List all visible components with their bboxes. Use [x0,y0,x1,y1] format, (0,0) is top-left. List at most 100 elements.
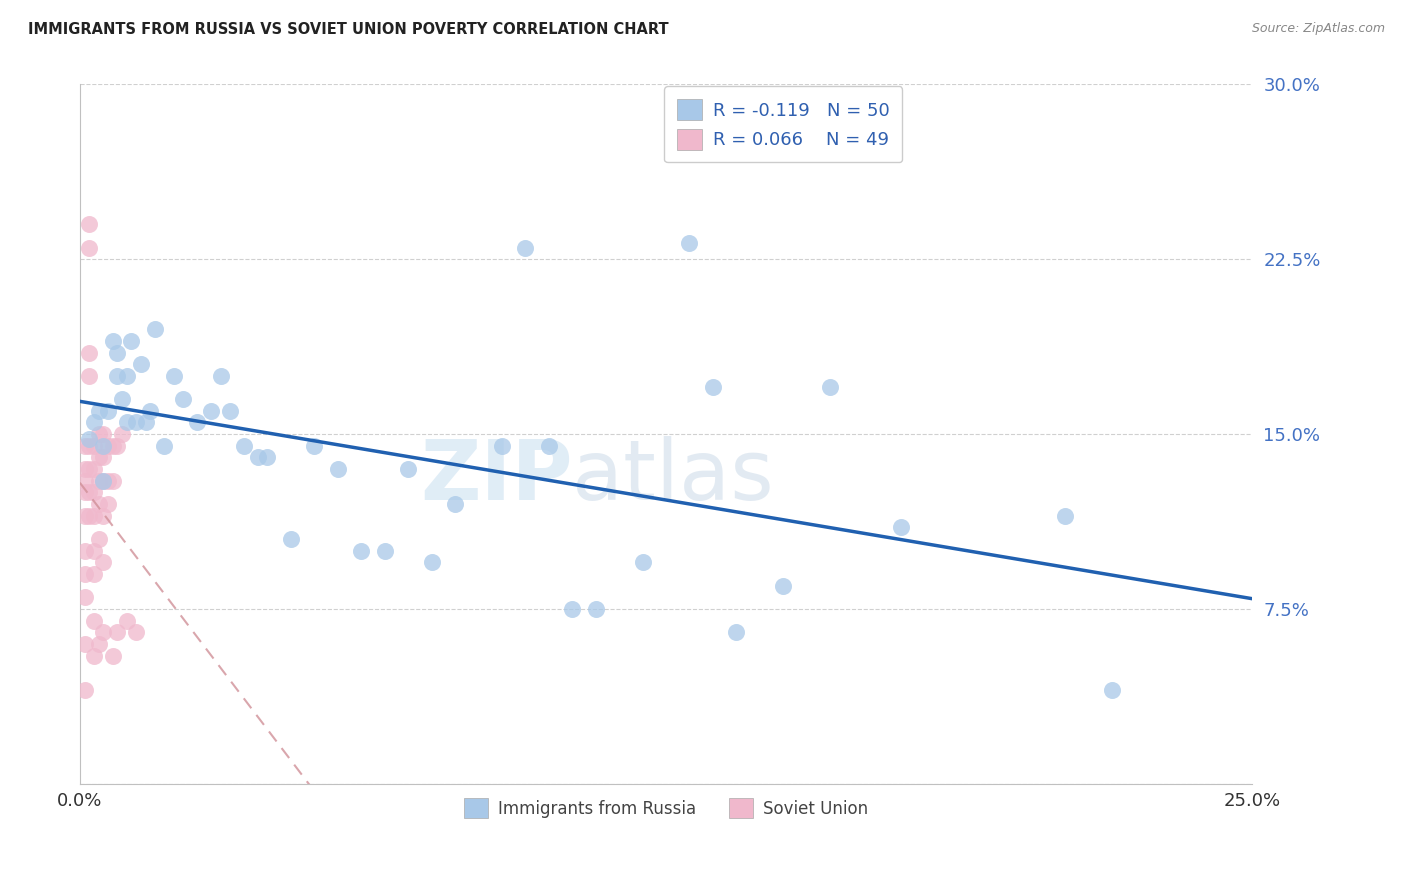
Point [111,392,134,406]
Point [83,439,105,453]
Point [83,543,105,558]
Point [186,416,208,430]
Point [678,235,700,250]
Point [73,543,96,558]
Point [105,345,128,359]
Point [73,637,96,651]
Point [73,566,96,581]
Point [83,614,105,628]
Point [77,439,100,453]
Point [83,566,105,581]
Point [83,508,105,523]
Point [172,392,194,406]
Point [105,439,128,453]
Point [83,648,105,663]
Point [209,368,232,383]
Point [83,416,105,430]
Point [125,416,148,430]
Point [420,555,443,569]
Point [101,474,124,488]
Point [374,543,396,558]
Point [77,432,100,446]
Text: IMMIGRANTS FROM RUSSIA VS SOVIET UNION POVERTY CORRELATION CHART: IMMIGRANTS FROM RUSSIA VS SOVIET UNION P… [28,22,669,37]
Point [134,416,156,430]
Point [515,241,537,255]
Point [87,427,110,442]
Point [77,462,100,476]
Point [91,450,114,465]
Point [73,683,96,698]
Text: Source: ZipAtlas.com: Source: ZipAtlas.com [1251,22,1385,36]
Legend: Immigrants from Russia, Soviet Union: Immigrants from Russia, Soviet Union [458,792,875,824]
Point [91,555,114,569]
Point [139,404,162,418]
Point [115,368,138,383]
Point [73,508,96,523]
Point [702,380,724,394]
Point [87,474,110,488]
Point [129,357,152,371]
Point [585,602,607,616]
Point [77,241,100,255]
Point [101,334,124,348]
Text: atlas: atlas [572,435,773,516]
Point [73,591,96,605]
Point [143,322,166,336]
Point [97,404,120,418]
Point [163,368,186,383]
Point [125,625,148,640]
Point [1101,683,1123,698]
Point [725,625,748,640]
Point [91,508,114,523]
Point [101,439,124,453]
Point [491,439,513,453]
Point [97,497,120,511]
Point [105,625,128,640]
Point [91,474,114,488]
Point [105,368,128,383]
Point [219,404,242,418]
Point [304,439,326,453]
Point [444,497,467,511]
Point [83,462,105,476]
Point [77,217,100,231]
Text: ZIP: ZIP [420,435,572,516]
Point [91,474,114,488]
Point [87,637,110,651]
Point [91,625,114,640]
Point [101,648,124,663]
Point [97,474,120,488]
Point [247,450,270,465]
Point [818,380,841,394]
Point [87,450,110,465]
Point [200,404,222,418]
Point [153,439,176,453]
Point [87,497,110,511]
Point [233,439,256,453]
Point [83,485,105,500]
Point [1053,508,1076,523]
Point [115,416,138,430]
Point [111,427,134,442]
Point [87,404,110,418]
Point [350,543,373,558]
Point [120,334,142,348]
Point [537,439,560,453]
Point [77,345,100,359]
Point [256,450,278,465]
Point [91,427,114,442]
Point [772,579,794,593]
Point [396,462,419,476]
Point [77,368,100,383]
Point [889,520,911,534]
Point [561,602,583,616]
Point [631,555,654,569]
Point [280,532,302,546]
Point [77,485,100,500]
Point [73,485,96,500]
Point [91,439,114,453]
Point [73,462,96,476]
Point [73,474,96,488]
Point [87,532,110,546]
Point [73,439,96,453]
